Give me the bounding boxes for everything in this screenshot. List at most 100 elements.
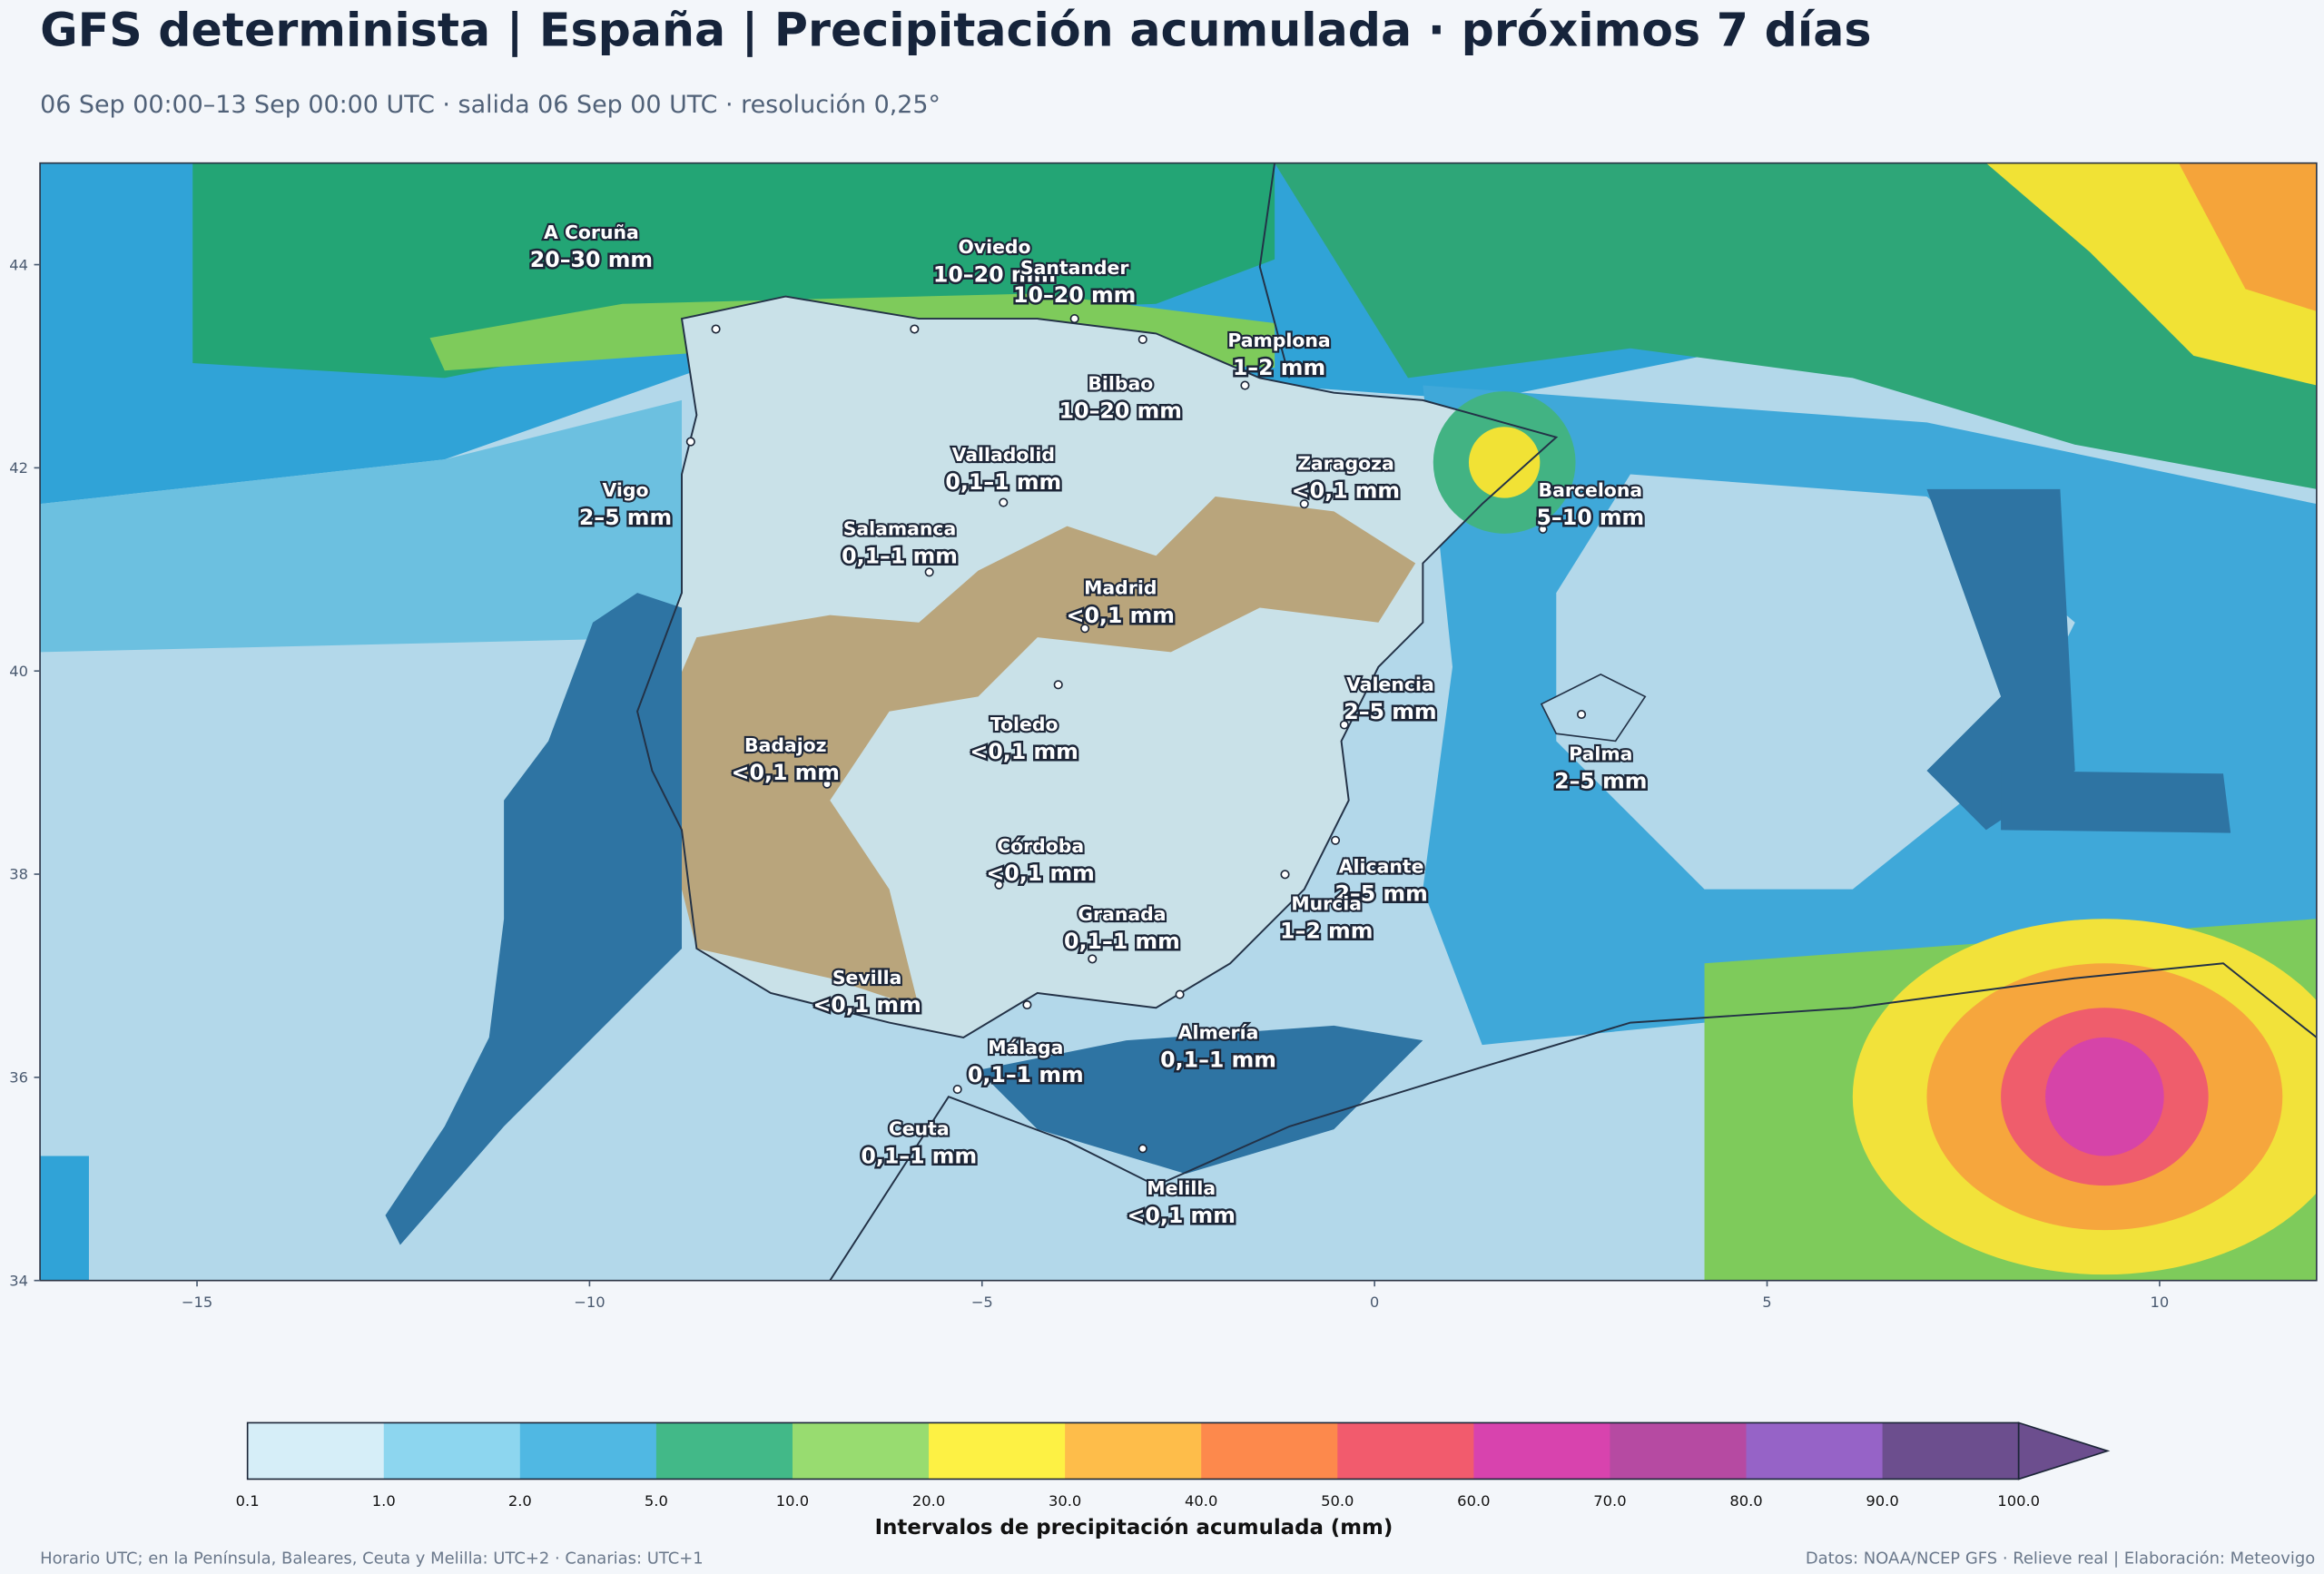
colorbar-tick-label: 60.0: [1457, 1492, 1490, 1510]
footer-right: Datos: NOAA/NCEP GFS · Relieve real | El…: [1806, 1549, 2315, 1569]
colorbar-bin: [792, 1422, 930, 1480]
city-marker: [1069, 314, 1079, 324]
city-marker: [1330, 835, 1341, 845]
city-marker: [1080, 624, 1090, 634]
colorbar-tick-label: 30.0: [1049, 1492, 1081, 1510]
y-tick-label: 34: [9, 1272, 28, 1289]
colorbar-bin: [1882, 1422, 2020, 1480]
map-area: [40, 162, 2317, 1281]
city-name: Alicante: [1339, 856, 1424, 878]
city-name: Granada: [1078, 903, 1166, 925]
band-lightblue: [40, 399, 683, 653]
blob-orange: [2179, 162, 2317, 311]
city-name: Oviedo: [958, 236, 1030, 258]
colorbar-bin: [1746, 1422, 1884, 1480]
colorbar-bin: [929, 1422, 1066, 1480]
city-name: Palma: [1569, 743, 1632, 765]
footer-left: Horario UTC; en la Península, Baleares, …: [40, 1549, 704, 1569]
city-marker: [711, 324, 721, 334]
city-precip: 20–30 mm: [530, 247, 653, 272]
city-name: Córdoba: [997, 835, 1084, 857]
band-green: [192, 162, 1275, 379]
colorbar-bin: [519, 1422, 657, 1480]
band-green-east: [1275, 162, 2317, 489]
blob-heavy: [2045, 1037, 2164, 1156]
city-marker: [1137, 1144, 1147, 1154]
city-name: Almería: [1178, 1022, 1259, 1044]
west-blue: [40, 1156, 89, 1281]
colorbar-tick-label: 1.0: [372, 1492, 396, 1510]
city-name: Sevilla: [832, 967, 902, 989]
city-name: Toledo: [990, 713, 1059, 735]
colorbar-tick-label: 100.0: [1997, 1492, 2040, 1510]
city-precip: 0,1–1 mm: [842, 543, 958, 568]
city-precip: <0,1 mm: [1128, 1203, 1236, 1228]
city-marker: [924, 567, 934, 577]
city-name: Madrid: [1084, 577, 1157, 599]
city-name: Badajoz: [744, 734, 827, 756]
colorbar-tick-label: 70.0: [1593, 1492, 1626, 1510]
subtitle: 06 Sep 00:00–13 Sep 00:00 UTC · salida 0…: [40, 91, 940, 119]
colorbar-tick-label: 90.0: [1866, 1492, 1898, 1510]
colorbar-bin: [1337, 1422, 1475, 1480]
city-marker: [1240, 380, 1250, 390]
city-marker: [994, 880, 1004, 890]
x-tick-label: −5: [971, 1294, 993, 1311]
city-marker: [1299, 499, 1309, 509]
city-precip: 5–10 mm: [1536, 505, 1644, 530]
city-name: Valencia: [1346, 674, 1434, 695]
coastline-africa: [829, 962, 2317, 1281]
city-precip: <0,1 mm: [970, 739, 1078, 764]
y-tick-label: 38: [9, 866, 28, 883]
colorbar-tick-label: 40.0: [1185, 1492, 1217, 1510]
y-tick-label: 40: [9, 663, 28, 680]
colorbar-bin: [247, 1422, 385, 1480]
city-precip: 0,1–1 mm: [1064, 929, 1180, 954]
city-name: Salamanca: [843, 517, 957, 539]
city-marker: [952, 1085, 962, 1095]
city-name: Melilla: [1147, 1177, 1216, 1199]
colorbar-tick-label: 0.1: [236, 1492, 260, 1510]
city-precip: 10–20 mm: [1013, 282, 1136, 308]
city-marker: [1053, 680, 1063, 690]
colorbar-extend: [2017, 1422, 2111, 1481]
arid-patches: [652, 497, 1416, 1008]
city-marker: [1339, 720, 1349, 730]
city-marker: [1022, 999, 1032, 1010]
mallorca: [1540, 674, 1647, 743]
city-precip: 0,1–1 mm: [861, 1144, 977, 1169]
x-tick-label: 5: [1762, 1294, 1771, 1311]
blob-yellow: [1468, 427, 1541, 498]
city-precip: 10–20 mm: [1059, 398, 1182, 423]
city-precip: <0,1 mm: [1292, 478, 1400, 504]
coastline: [636, 295, 1559, 1038]
city-precip: 2–5 mm: [1334, 881, 1427, 907]
city-marker: [999, 497, 1009, 507]
colorbar-tick-label: 50.0: [1321, 1492, 1354, 1510]
city-name: Valladolid: [952, 444, 1055, 466]
colorbar-bin: [383, 1422, 521, 1480]
colorbar-tick-label: 5.0: [645, 1492, 668, 1510]
city-name: Zaragoza: [1297, 453, 1394, 475]
colorbar-bin: [1065, 1422, 1203, 1480]
city-name: Santander: [1020, 257, 1128, 279]
city-precip: <0,1 mm: [812, 992, 921, 1018]
city-precip: <0,1 mm: [732, 760, 840, 785]
city-name: A Coruña: [544, 221, 639, 243]
colorbar-tick-label: 80.0: [1729, 1492, 1762, 1510]
city-name: Vigo: [602, 479, 648, 501]
city-marker: [685, 437, 695, 447]
city-precip: <0,1 mm: [986, 861, 1094, 886]
colorbar-bin: [1610, 1422, 1748, 1480]
y-tick-label: 42: [9, 459, 28, 477]
city-name: Murcia: [1291, 893, 1362, 915]
city-name: Pamplona: [1227, 330, 1330, 351]
colorbar-bin: [655, 1422, 793, 1480]
sardinia-dark-2: [2001, 771, 2231, 833]
city-name: Bilbao: [1088, 372, 1153, 394]
atlantic-dark: [385, 593, 683, 1245]
city-precip: 0,1–1 mm: [968, 1062, 1084, 1087]
city-precip: 10–20 mm: [933, 261, 1056, 287]
